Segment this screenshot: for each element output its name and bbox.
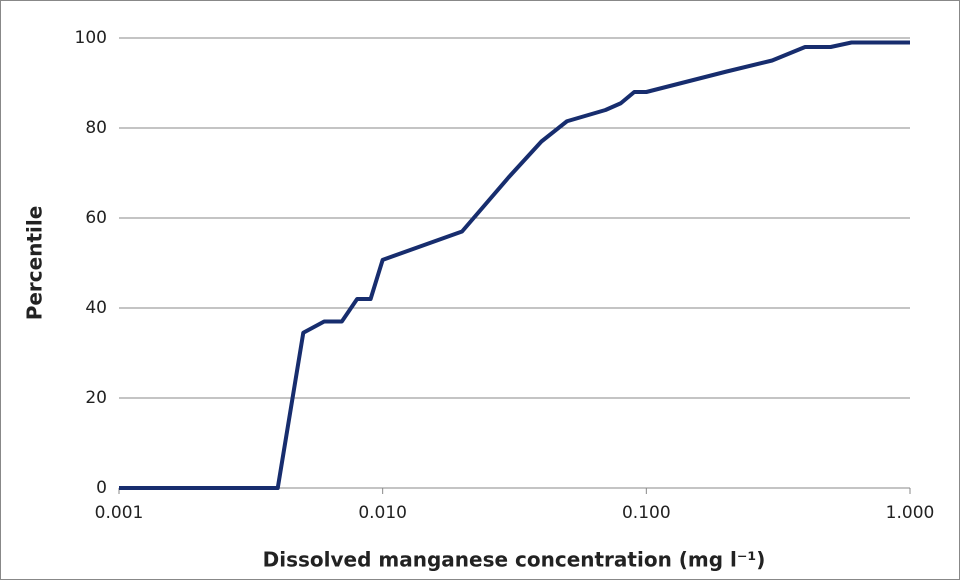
y-tick-label: 20 <box>85 388 107 408</box>
y-tick-label: 60 <box>85 208 107 228</box>
y-tick-label: 80 <box>85 118 107 138</box>
data-line <box>119 40 910 490</box>
x-tick-label: 0.001 <box>95 503 144 523</box>
x-tick-label: 0.010 <box>358 503 407 523</box>
x-tick-label: 1.000 <box>886 503 935 523</box>
y-tick-label: 100 <box>75 28 107 48</box>
y-axis-title: Percentile <box>23 206 47 321</box>
x-tick-label: 0.100 <box>622 503 671 523</box>
y-tick-label: 40 <box>85 298 107 318</box>
x-axis-title: Dissolved manganese concentration (mg l⁻… <box>263 548 766 572</box>
y-tick-label: 0 <box>96 478 107 498</box>
